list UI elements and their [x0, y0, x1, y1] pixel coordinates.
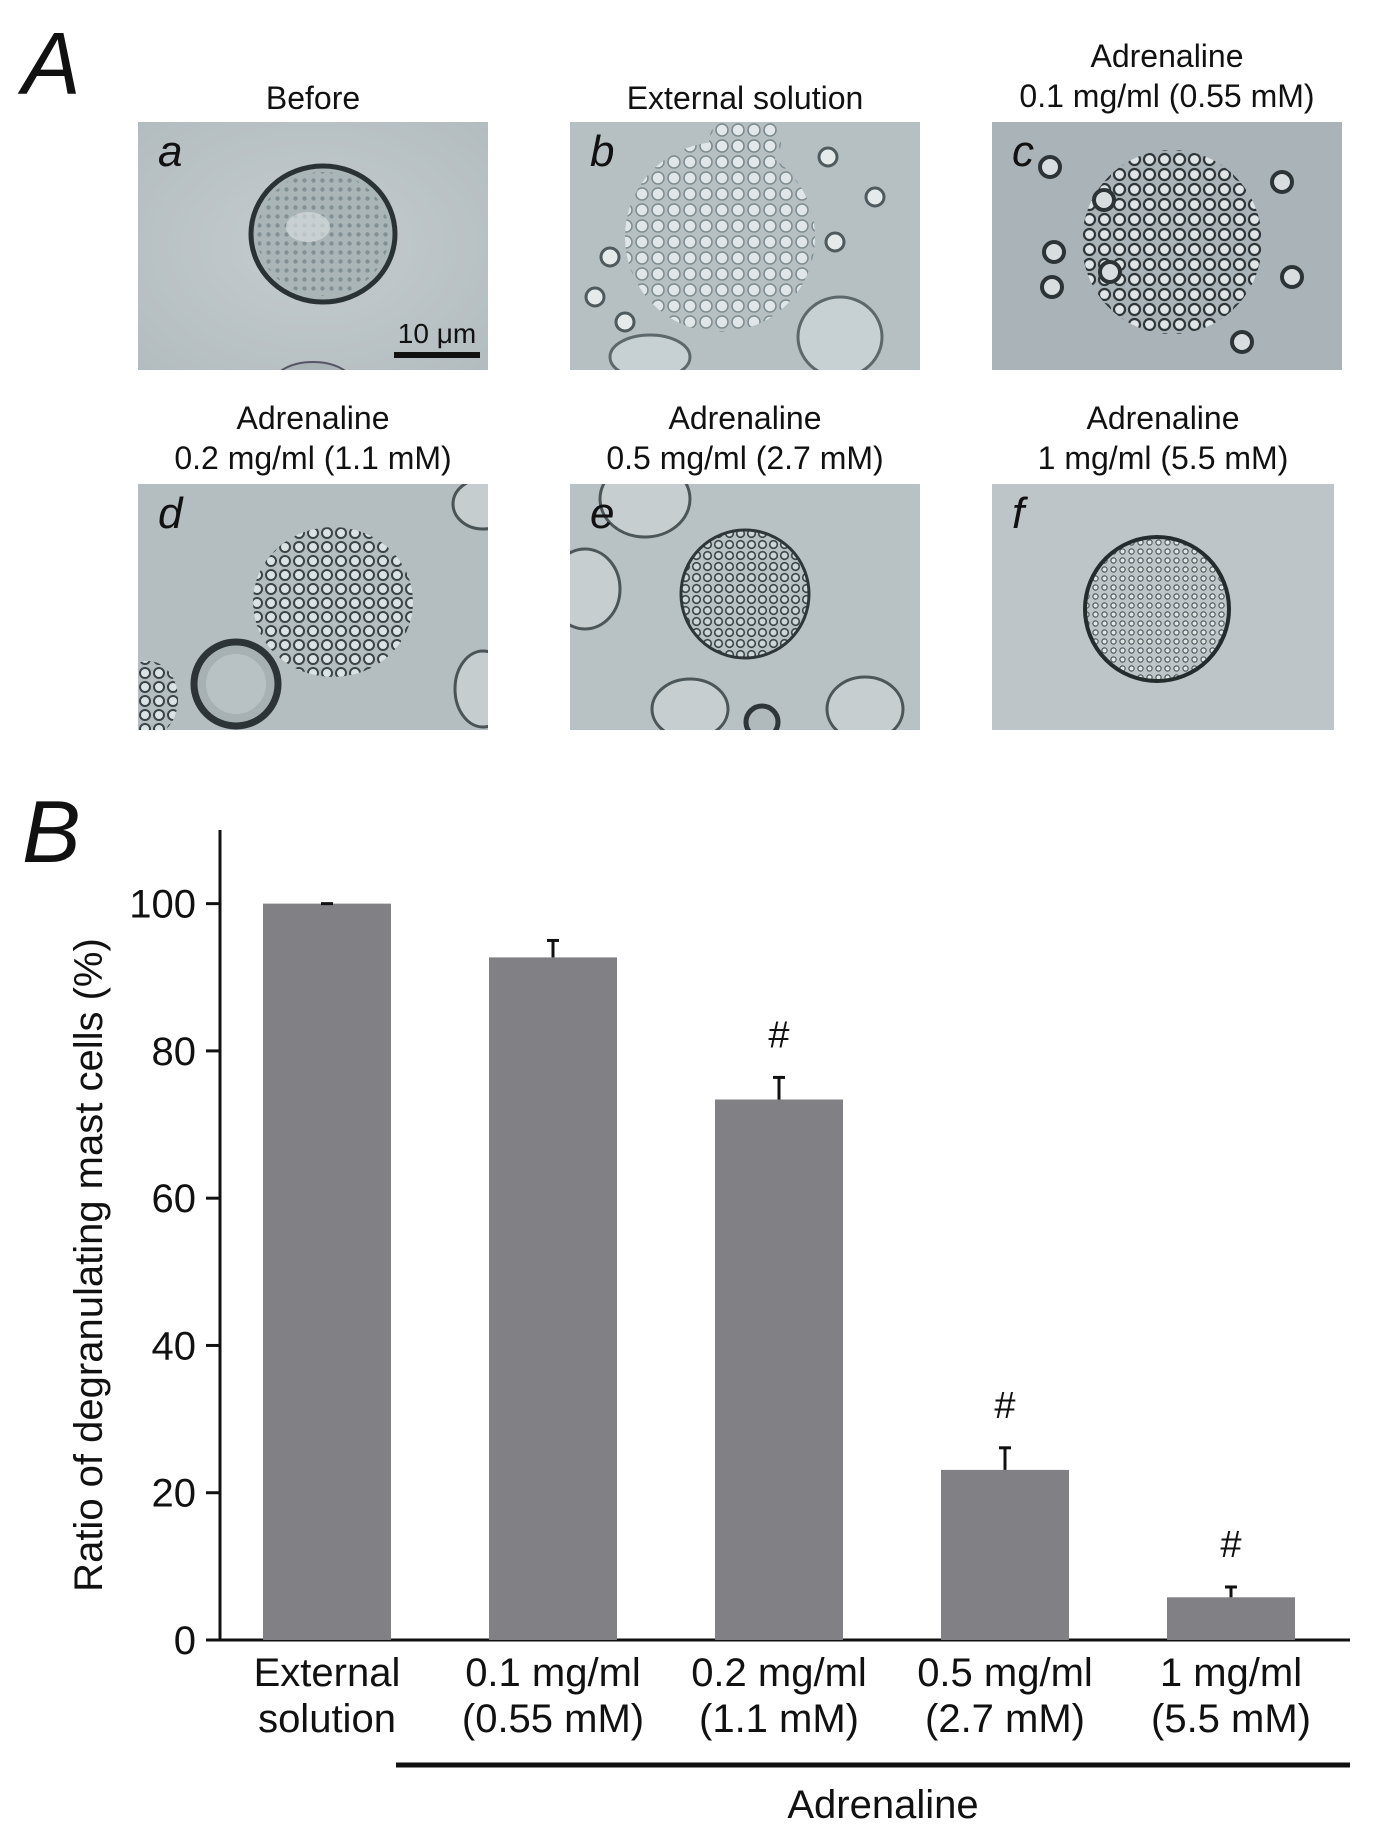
- scale-bar: 10 μm: [394, 318, 480, 358]
- caption-line: 0.2 mg/ml (1.1 mM): [174, 440, 452, 476]
- y-tick-label: 80: [152, 1030, 197, 1074]
- micrograph-c: Adrenaline 0.1 mg/ml (0.55 mM) c: [992, 38, 1342, 370]
- x-tick-label: (2.7 mM): [925, 1697, 1085, 1741]
- x-tick-label: 0.5 mg/ml: [917, 1651, 1093, 1695]
- x-tick-label: External: [254, 1651, 401, 1695]
- bar: [489, 957, 617, 1640]
- micrograph-b-sublabel: b: [590, 127, 615, 176]
- scale-bar-line: [394, 352, 480, 358]
- micrograph-f-caption: Adrenaline 1 mg/ml (5.5 mM): [952, 398, 1374, 478]
- chart-bars: [263, 902, 1295, 1640]
- chart-labels: 0 20 40 60 80 100 Ratio of degranulating mast …: [67, 883, 1311, 1827]
- micrograph-e-image: [570, 484, 920, 730]
- x-tick-label: (5.5 mM): [1151, 1697, 1311, 1741]
- x-tick-label: (0.55 mM): [462, 1697, 644, 1741]
- x-tick-label: 0.2 mg/ml: [691, 1651, 867, 1695]
- y-tick-label: 40: [152, 1324, 197, 1368]
- y-tick-label: 20: [152, 1472, 197, 1516]
- x-tick-label: 0.1 mg/ml: [465, 1651, 641, 1695]
- micrograph-a-image: [138, 122, 488, 370]
- x-tick-label: (1.1 mM): [699, 1697, 859, 1741]
- micrograph-a-caption: Before: [98, 78, 528, 118]
- panel-a-letter: A: [22, 14, 81, 113]
- y-axis-label: Ratio of degranulating mast cells (%): [67, 938, 111, 1592]
- y-tick-label: 100: [129, 883, 196, 927]
- micrograph-a: Before a 10 μm: [138, 80, 488, 370]
- caption-line: External solution: [626, 80, 864, 116]
- y-tick-label: 60: [152, 1177, 197, 1221]
- micrograph-b: External solution b: [570, 80, 920, 370]
- caption-line: Adrenaline: [236, 400, 390, 436]
- x-tick-label: 1 mg/ml: [1160, 1651, 1302, 1695]
- caption-line: Adrenaline: [1086, 400, 1240, 436]
- micrograph-b-caption: External solution: [530, 78, 960, 118]
- significance-marker: #: [994, 1385, 1015, 1427]
- caption-line: 1 mg/ml (5.5 mM): [1037, 440, 1289, 476]
- micrograph-f-image: [992, 484, 1334, 730]
- caption-line: Adrenaline: [668, 400, 822, 436]
- micrograph-a-sublabel: a: [158, 127, 183, 176]
- micrograph-e: Adrenaline 0.5 mg/ml (2.7 mM) e: [570, 400, 920, 730]
- micrograph-d-image: [138, 484, 488, 730]
- micrograph-b-image: [570, 122, 920, 370]
- bar-chart: 0 20 40 60 80 100 Ratio of degranulating mast …: [67, 830, 1350, 1827]
- micrograph-e-sublabel: e: [590, 489, 615, 538]
- y-tick-label: 0: [174, 1619, 196, 1663]
- bar: [941, 1469, 1069, 1640]
- panel-b-letter: B: [22, 782, 81, 881]
- significance-marker: #: [768, 1014, 789, 1056]
- scale-bar-label: 10 μm: [397, 318, 477, 349]
- micrograph-d-sublabel: d: [158, 489, 183, 538]
- caption-line: Before: [265, 80, 361, 116]
- micrograph-f: Adrenaline 1 mg/ml (5.5 mM) f: [992, 400, 1334, 730]
- micrograph-c-image: [992, 122, 1342, 370]
- group-label: Adrenaline: [787, 1783, 978, 1827]
- micrograph-d: Adrenaline 0.2 mg/ml (1.1 mM) d: [138, 400, 488, 730]
- x-tick-label: solution: [258, 1697, 396, 1741]
- significance-marker: #: [1220, 1524, 1241, 1566]
- caption-line: 0.1 mg/ml (0.55 mM): [1019, 78, 1315, 114]
- caption-line: Adrenaline: [1090, 38, 1244, 74]
- micrograph-c-caption: Adrenaline 0.1 mg/ml (0.55 mM): [952, 36, 1382, 116]
- bar: [715, 1099, 843, 1640]
- caption-line: 0.5 mg/ml (2.7 mM): [606, 440, 884, 476]
- micrograph-d-caption: Adrenaline 0.2 mg/ml (1.1 mM): [98, 398, 528, 478]
- micrograph-e-caption: Adrenaline 0.5 mg/ml (2.7 mM): [530, 398, 960, 478]
- micrograph-f-sublabel: f: [1012, 489, 1025, 538]
- bar: [263, 903, 391, 1640]
- micrograph-c-sublabel: c: [1012, 127, 1034, 176]
- bar: [1167, 1597, 1295, 1640]
